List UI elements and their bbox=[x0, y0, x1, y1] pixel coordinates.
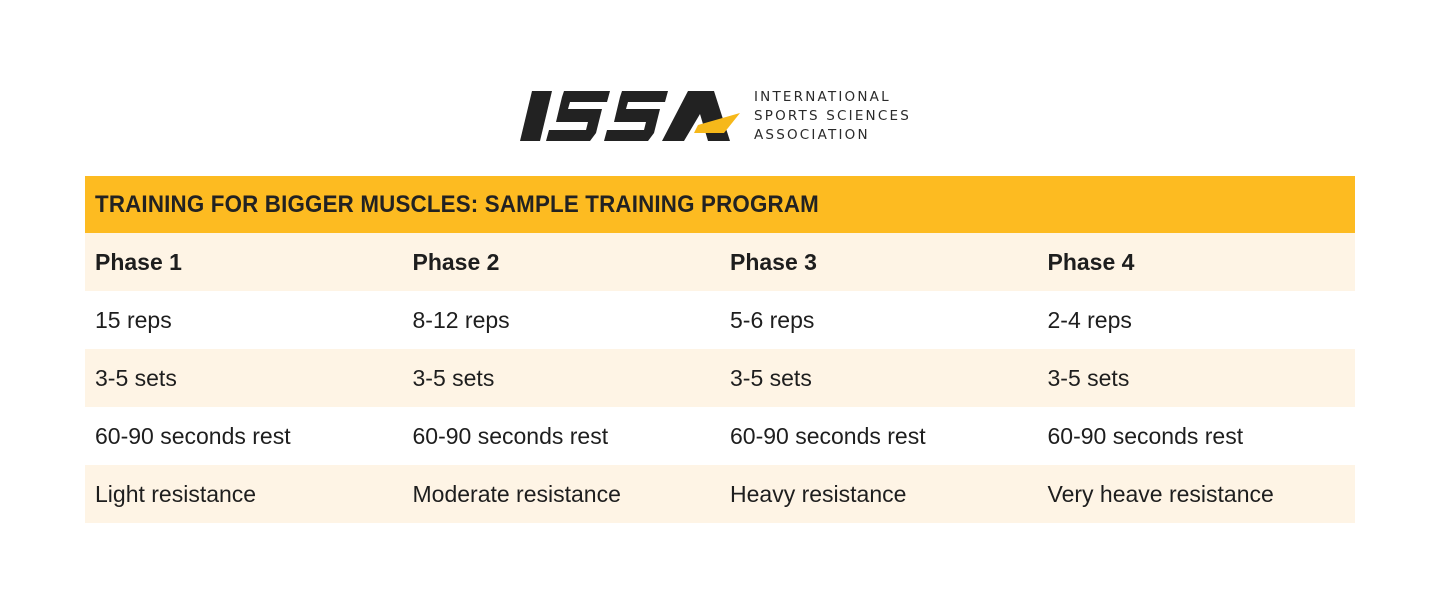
logo-tagline-line: INTERNATIONAL bbox=[754, 88, 891, 105]
table-row-reps: 15 reps 8-12 reps 5-6 reps 2-4 reps bbox=[85, 291, 1355, 349]
table-row-resistance: Light resistance Moderate resistance Hea… bbox=[85, 465, 1355, 523]
table-header-row: Phase 1 Phase 2 Phase 3 Phase 4 bbox=[85, 233, 1355, 291]
table-cell: 60-90 seconds rest bbox=[1047, 422, 1244, 449]
training-program-table: TRAINING FOR BIGGER MUSCLES: SAMPLE TRAI… bbox=[85, 176, 1355, 523]
table-cell: Light resistance bbox=[95, 480, 257, 507]
table-cell: 15 reps bbox=[95, 306, 172, 333]
table-cell: 3-5 sets bbox=[1047, 364, 1130, 391]
column-header-phase-1: Phase 1 bbox=[95, 248, 182, 275]
table-title: TRAINING FOR BIGGER MUSCLES: SAMPLE TRAI… bbox=[95, 190, 819, 218]
issa-logo: INTERNATIONAL SPORTS SCIENCES ASSOCIATIO… bbox=[518, 88, 911, 144]
table-cell: 2-4 reps bbox=[1047, 306, 1132, 333]
table-row-rest: 60-90 seconds rest 60-90 seconds rest 60… bbox=[85, 407, 1355, 465]
logo-tagline-line: SPORTS SCIENCES bbox=[754, 107, 911, 124]
logo-tagline-line: ASSOCIATION bbox=[754, 126, 870, 143]
table-cell: 60-90 seconds rest bbox=[412, 422, 609, 449]
column-header-phase-2: Phase 2 bbox=[412, 248, 500, 275]
table-cell: 5-6 reps bbox=[730, 306, 815, 333]
table-cell: Heavy resistance bbox=[730, 480, 907, 507]
table-cell: Moderate resistance bbox=[412, 480, 621, 507]
table-cell: Very heave resistance bbox=[1047, 480, 1274, 507]
table-cell: 3-5 sets bbox=[730, 364, 812, 391]
table-cell: 3-5 sets bbox=[412, 364, 495, 391]
table-row-sets: 3-5 sets 3-5 sets 3-5 sets 3-5 sets bbox=[85, 349, 1355, 407]
table-cell: 8-12 reps bbox=[412, 306, 510, 333]
table-cell: 3-5 sets bbox=[95, 364, 177, 391]
table-title-bar: TRAINING FOR BIGGER MUSCLES: SAMPLE TRAI… bbox=[85, 176, 1355, 233]
logo-tagline: INTERNATIONAL SPORTS SCIENCES ASSOCIATIO… bbox=[754, 88, 911, 145]
table-cell: 60-90 seconds rest bbox=[95, 422, 291, 449]
column-header-phase-3: Phase 3 bbox=[730, 248, 817, 275]
table-cell: 60-90 seconds rest bbox=[730, 422, 926, 449]
issa-wordmark-icon bbox=[520, 91, 740, 141]
column-header-phase-4: Phase 4 bbox=[1047, 248, 1135, 275]
